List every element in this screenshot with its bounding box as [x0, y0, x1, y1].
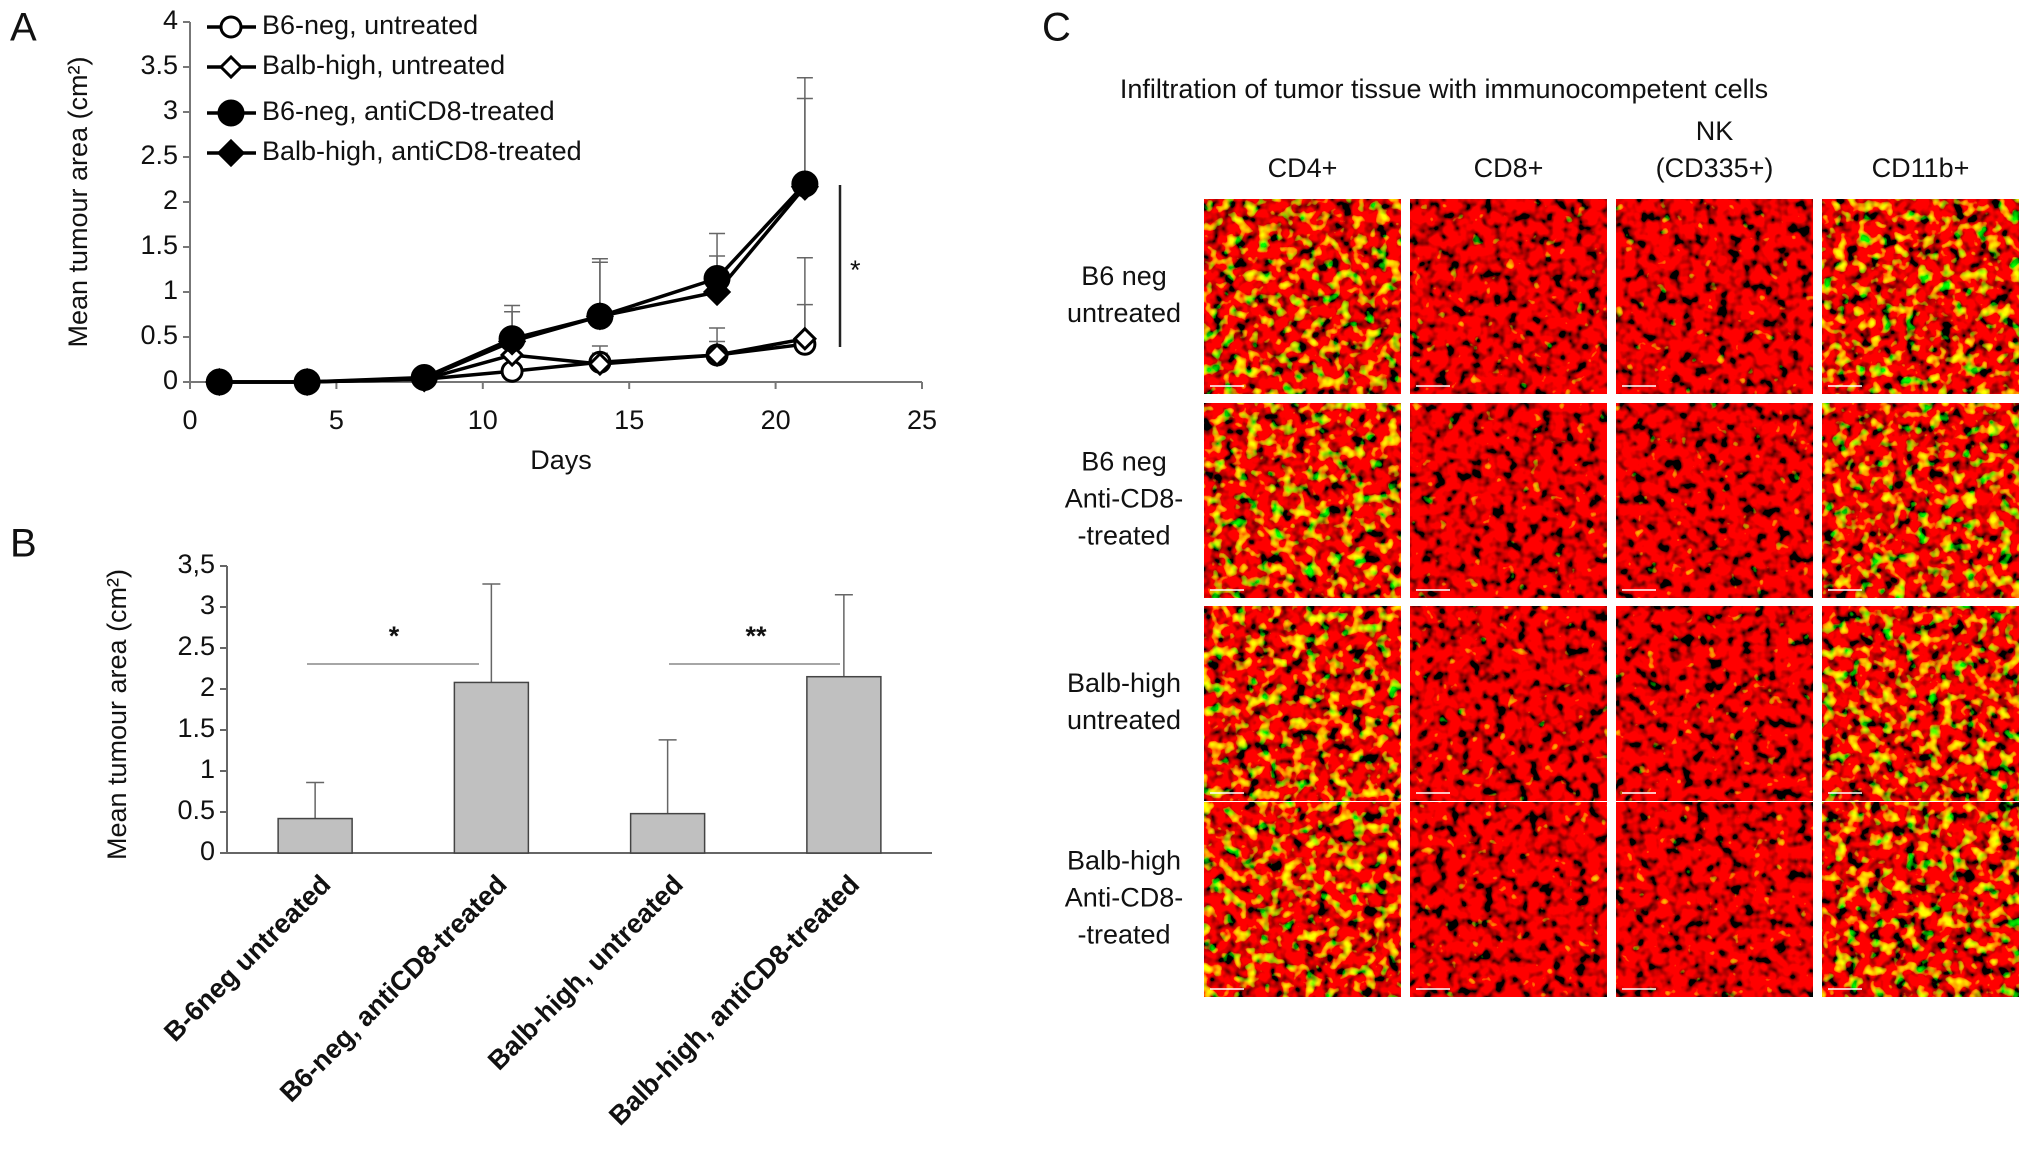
bar — [629, 812, 706, 854]
row-header: B6 neg — [1081, 447, 1167, 477]
y-tick-label: 1 — [200, 754, 215, 784]
marker — [702, 277, 732, 307]
row-header: -treated — [1077, 521, 1170, 551]
error-bar — [306, 781, 325, 819]
column-header: CD4+ — [1268, 153, 1338, 183]
marker — [410, 364, 439, 393]
legend-marker — [219, 15, 243, 39]
y-axis-label: Mean tumour area (cm²) — [102, 569, 132, 860]
micrograph — [1822, 802, 2019, 997]
error-bar — [834, 593, 853, 677]
bar — [453, 681, 530, 854]
y-tick-label: 2.5 — [177, 631, 215, 661]
y-tick-label: 0 — [163, 365, 178, 395]
row-header: Anti-CD8- — [1065, 883, 1184, 913]
panel-label: C — [1042, 6, 1071, 50]
legend-marker — [216, 138, 246, 168]
y-tick-label: 0.5 — [177, 795, 215, 825]
micrograph — [1204, 199, 1401, 394]
y-tick-label: 4 — [163, 5, 178, 35]
legend-label: Balb-high, antiCD8-treated — [262, 136, 582, 166]
micrograph — [1616, 606, 1813, 801]
y-tick-label: 3 — [200, 590, 215, 620]
y-tick-label: 0.5 — [140, 320, 178, 350]
marker — [704, 342, 730, 368]
micrograph — [1410, 802, 1607, 997]
x-tick-label: Balb-high, untreated — [482, 869, 689, 1076]
y-tick-label: 1 — [163, 275, 178, 305]
y-tick-label: 1.5 — [177, 713, 215, 743]
micrograph — [1204, 606, 1401, 801]
significance-label: * — [389, 621, 400, 651]
legend-marker — [218, 54, 244, 80]
y-tick-label: 2.5 — [140, 140, 178, 170]
y-tick-label: 2 — [163, 185, 178, 215]
legend-label: B6-neg, untreated — [262, 10, 478, 40]
y-tick-label: 0 — [200, 836, 215, 866]
marker — [587, 351, 613, 377]
legend-label: Balb-high, untreated — [262, 50, 505, 80]
x-tick-label: 0 — [182, 405, 197, 435]
micrograph — [1204, 802, 1401, 997]
marker — [790, 172, 820, 201]
marker — [585, 302, 615, 331]
error-bar — [658, 739, 677, 814]
row-header: Anti-CD8- — [1065, 484, 1184, 514]
micrograph — [1204, 403, 1401, 598]
y-tick-label: 3.5 — [140, 50, 178, 80]
micrograph — [1410, 199, 1607, 394]
row-header: Balb-high — [1067, 846, 1181, 876]
significance-label: * — [850, 255, 861, 285]
panel-label: B — [10, 522, 37, 566]
x-tick-label: 10 — [468, 405, 498, 435]
marker — [497, 327, 527, 356]
marker — [792, 326, 818, 351]
legend-marker — [217, 99, 245, 127]
x-tick-label: 5 — [329, 405, 344, 435]
column-header: CD8+ — [1474, 153, 1544, 183]
micrograph — [1822, 606, 2019, 801]
row-header: B6 neg — [1081, 261, 1167, 291]
x-tick-label: B-6neg untreated — [158, 869, 336, 1047]
micrograph — [1410, 403, 1607, 598]
micrograph — [1616, 403, 1813, 598]
x-tick-label: 25 — [907, 405, 937, 435]
y-axis-label: Mean tumour area (cm²) — [63, 56, 93, 347]
micrograph — [1616, 199, 1813, 394]
column-header: CD11b+ — [1872, 153, 1970, 183]
y-tick-label: 3,5 — [177, 549, 215, 579]
micrograph — [1822, 199, 2019, 394]
row-header: untreated — [1067, 705, 1181, 735]
panel-title: Infiltration of tumor tissue with immuno… — [1120, 74, 1768, 104]
y-tick-label: 3 — [163, 95, 178, 125]
micrograph — [1616, 802, 1813, 997]
bar — [806, 675, 882, 854]
y-tick-label: 2 — [200, 672, 215, 702]
legend-label: B6-neg, antiCD8-treated — [262, 96, 555, 126]
significance-label: ** — [745, 621, 767, 651]
bar — [277, 817, 353, 854]
y-tick-label: 1.5 — [140, 230, 178, 260]
row-header: untreated — [1067, 298, 1181, 328]
column-header: (CD335+) — [1656, 153, 1774, 183]
panel-label: A — [10, 6, 37, 50]
row-header: -treated — [1077, 920, 1170, 950]
marker — [205, 367, 234, 397]
column-header: NK — [1696, 116, 1734, 146]
row-header: Balb-high — [1067, 668, 1181, 698]
error-bar — [482, 583, 501, 683]
marker — [292, 367, 322, 397]
x-tick-label: 20 — [761, 405, 791, 435]
x-axis-label: Days — [530, 445, 592, 475]
error-bar — [796, 257, 813, 339]
micrograph — [1822, 403, 2019, 598]
micrograph — [1410, 606, 1607, 801]
x-tick-label: 15 — [614, 405, 644, 435]
